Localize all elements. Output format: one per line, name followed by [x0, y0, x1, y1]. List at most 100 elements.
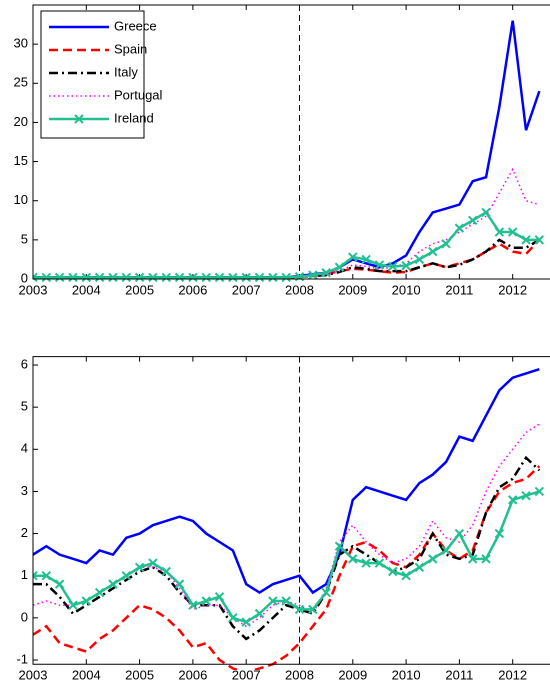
marker: [468, 554, 478, 564]
marker: [454, 223, 465, 233]
x-tick-label: 2011: [445, 282, 473, 297]
x-tick-label: 2006: [178, 282, 207, 297]
marker: [148, 558, 158, 568]
marker: [268, 596, 278, 606]
marker: [254, 608, 265, 619]
marker: [374, 558, 385, 568]
marker: [521, 490, 531, 501]
marker: [414, 254, 425, 265]
marker: [81, 596, 92, 606]
marker: [214, 272, 225, 283]
series-line: [33, 368, 540, 595]
panel: 0 5 10 15 20 25 30 2003 2004 2005 2006 2007 2008 2009…: [14, 4, 550, 297]
y-tick-label: -1: [16, 651, 28, 666]
marker: [94, 272, 105, 283]
marker: [534, 235, 545, 245]
y-tick-label: 1: [21, 567, 28, 582]
marker: [81, 272, 92, 283]
marker: [308, 270, 318, 280]
legend-label: Ireland: [114, 110, 154, 125]
y-tick-label: 2: [21, 525, 28, 540]
marker: [361, 558, 371, 568]
x-tick-label: 2003: [19, 668, 48, 683]
marker: [334, 262, 345, 272]
marker: [334, 541, 345, 551]
marker: [348, 252, 358, 262]
marker: [494, 528, 505, 539]
marker: [148, 272, 158, 283]
x-tick-label: 2006: [178, 668, 207, 683]
x-tick-label: 2007: [232, 282, 261, 297]
marker: [174, 579, 185, 589]
marker: [108, 272, 118, 283]
x-tick-label: 2009: [338, 282, 367, 297]
marker: [521, 235, 531, 245]
legend: Greece Spain Italy Portugal Ireland: [40, 10, 163, 139]
x-tick-label: 2005: [125, 668, 154, 683]
marker: [254, 272, 265, 283]
series-line: [33, 455, 541, 641]
marker: [108, 579, 118, 589]
y-tick-label: 30: [14, 36, 28, 51]
marker: [348, 554, 358, 564]
x-tick-label: 2011: [445, 668, 473, 683]
marker: [68, 600, 78, 610]
x-tick-label: 2012: [498, 668, 527, 683]
y-tick-label: 15: [14, 153, 28, 168]
legend-box: [40, 10, 145, 139]
marker: [374, 260, 385, 270]
marker: [33, 571, 38, 581]
series-line: [33, 465, 541, 670]
marker: [33, 272, 38, 283]
marker: [428, 246, 438, 257]
marker: [201, 596, 211, 606]
legend-label: Spain: [114, 41, 147, 56]
marker: [281, 272, 291, 283]
y-tick-label: 3: [21, 483, 28, 498]
marker: [494, 227, 505, 237]
marker: [41, 272, 52, 283]
marker: [161, 272, 171, 283]
series-group: [33, 368, 545, 670]
marker: [41, 571, 52, 581]
y-tick-label: 6: [21, 356, 28, 371]
marker: [214, 592, 225, 602]
marker: [228, 613, 238, 623]
marker: [174, 272, 185, 283]
marker: [188, 272, 198, 283]
marker: [388, 566, 398, 577]
marker: [401, 260, 411, 271]
marker: [228, 272, 238, 283]
marker: [507, 495, 518, 505]
x-tick-label: 2004: [72, 668, 101, 683]
marker: [188, 600, 198, 610]
marker: [507, 227, 518, 237]
series-group: [33, 20, 545, 283]
marker: [361, 254, 371, 265]
marker: [441, 239, 451, 249]
x-tick-label: 2012: [498, 282, 527, 297]
x-tick-label: 2008: [285, 668, 314, 683]
marker: [321, 587, 331, 598]
marker: [454, 528, 465, 539]
marker: [281, 596, 291, 606]
marker: [241, 617, 251, 627]
marker: [161, 566, 171, 577]
marker: [468, 215, 478, 225]
legend-label: Greece: [114, 18, 157, 33]
marker: [54, 579, 65, 589]
marker: [201, 272, 211, 283]
x-tick-label: 2010: [392, 668, 421, 683]
marker: [441, 545, 451, 556]
x-tick-label: 2009: [338, 668, 367, 683]
marker: [388, 261, 398, 272]
x-tick-label: 2003: [19, 282, 48, 297]
axes-frame: [32, 356, 550, 665]
marker: [401, 571, 411, 581]
marker: [134, 562, 145, 572]
y-tick-label: 4: [21, 441, 28, 456]
y-tick-label: 10: [14, 192, 28, 207]
x-tick-label: 2005: [125, 282, 154, 297]
y-tick-label: 0: [21, 609, 28, 624]
